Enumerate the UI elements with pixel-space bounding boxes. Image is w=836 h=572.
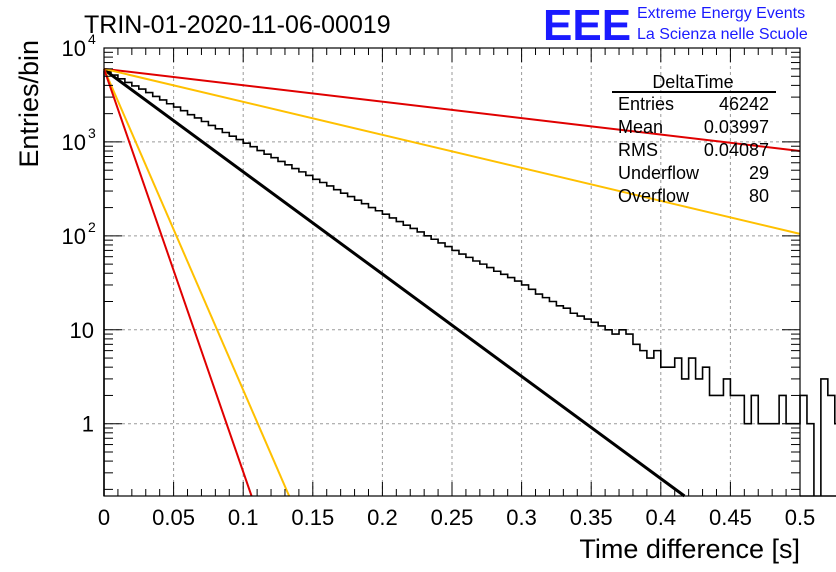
stats-box: DeltaTime Entries 46242 Mean 0.03997 RMS 0.04… bbox=[612, 72, 776, 206]
y-tick-label: 10 bbox=[62, 224, 86, 249]
stats-row-value: 0.04087 bbox=[704, 140, 769, 160]
x-tick-label: 0.5 bbox=[785, 505, 816, 530]
stats-row-label: Mean bbox=[618, 117, 663, 137]
x-tick-label: 0.05 bbox=[152, 505, 195, 530]
fit-line bbox=[103, 68, 253, 497]
stats-row-value: 0.03997 bbox=[704, 117, 769, 137]
plot-area: 0 0.05 0.1 0.15 0.2 0.25 0.3 0.35 0.4 0.45 0.5 1 10… bbox=[62, 31, 836, 530]
y-tick-exponent: 2 bbox=[88, 219, 96, 235]
stats-title: DeltaTime bbox=[652, 72, 733, 92]
fit-line bbox=[103, 67, 801, 235]
stats-row-label: Underflow bbox=[618, 163, 700, 183]
x-tick-label: 0.15 bbox=[291, 505, 334, 530]
stats-row-label: Entries bbox=[618, 94, 674, 114]
stats-row-value: 80 bbox=[749, 186, 769, 206]
eee-logo: EEE Extreme Energy Events La Scienza nel… bbox=[543, 1, 808, 50]
y-tick-label: 10 bbox=[62, 36, 86, 61]
fit-line bbox=[103, 68, 291, 497]
y-tick-label: 1 bbox=[82, 412, 94, 437]
y-tick-exponent: 3 bbox=[88, 125, 96, 141]
y-tick-label: 10 bbox=[70, 318, 94, 343]
stats-rows: Entries 46242 Mean 0.03997 RMS 0.04087Underfl… bbox=[618, 94, 769, 206]
histogram bbox=[103, 70, 836, 497]
y-tick-label: 10 bbox=[62, 130, 86, 155]
x-tick-label: 0.35 bbox=[570, 505, 613, 530]
x-tick-labels: 0 0.05 0.1 0.15 0.2 0.25 0.3 0.35 0.4 0.45 0.5 bbox=[98, 505, 815, 530]
logo-line2: La Scienza nelle Scuole bbox=[637, 26, 808, 43]
x-tick-label: 0.25 bbox=[431, 505, 474, 530]
x-axis-label: Time difference [s] bbox=[579, 534, 800, 564]
logo-line1: Extreme Energy Events bbox=[637, 5, 805, 22]
histogram-outline bbox=[103, 70, 836, 497]
x-tick-label: 0.4 bbox=[646, 505, 677, 530]
fit-line bbox=[103, 68, 686, 498]
x-tick-label: 0.1 bbox=[228, 505, 259, 530]
x-tick-label: 0.3 bbox=[506, 505, 537, 530]
fit-lines bbox=[103, 67, 801, 498]
fit-line bbox=[103, 67, 801, 153]
stats-row-value: 29 bbox=[749, 163, 769, 183]
x-tick-label: 0 bbox=[98, 505, 110, 530]
axis-ticks bbox=[103, 47, 801, 496]
chart-title: TRIN-01-2020-11-06-00019 bbox=[84, 11, 391, 39]
logo-mark: EEE bbox=[543, 1, 631, 50]
y-tick-exponent: 4 bbox=[88, 31, 96, 47]
x-tick-label: 0.2 bbox=[367, 505, 398, 530]
y-axis-label: Entries/bin bbox=[14, 40, 44, 168]
x-tick-label: 0.45 bbox=[709, 505, 752, 530]
stats-row-label: RMS bbox=[618, 140, 658, 160]
stats-row-value: 46242 bbox=[719, 94, 769, 114]
grid-lines bbox=[104, 48, 800, 496]
stats-row-label: Overflow bbox=[618, 186, 690, 206]
